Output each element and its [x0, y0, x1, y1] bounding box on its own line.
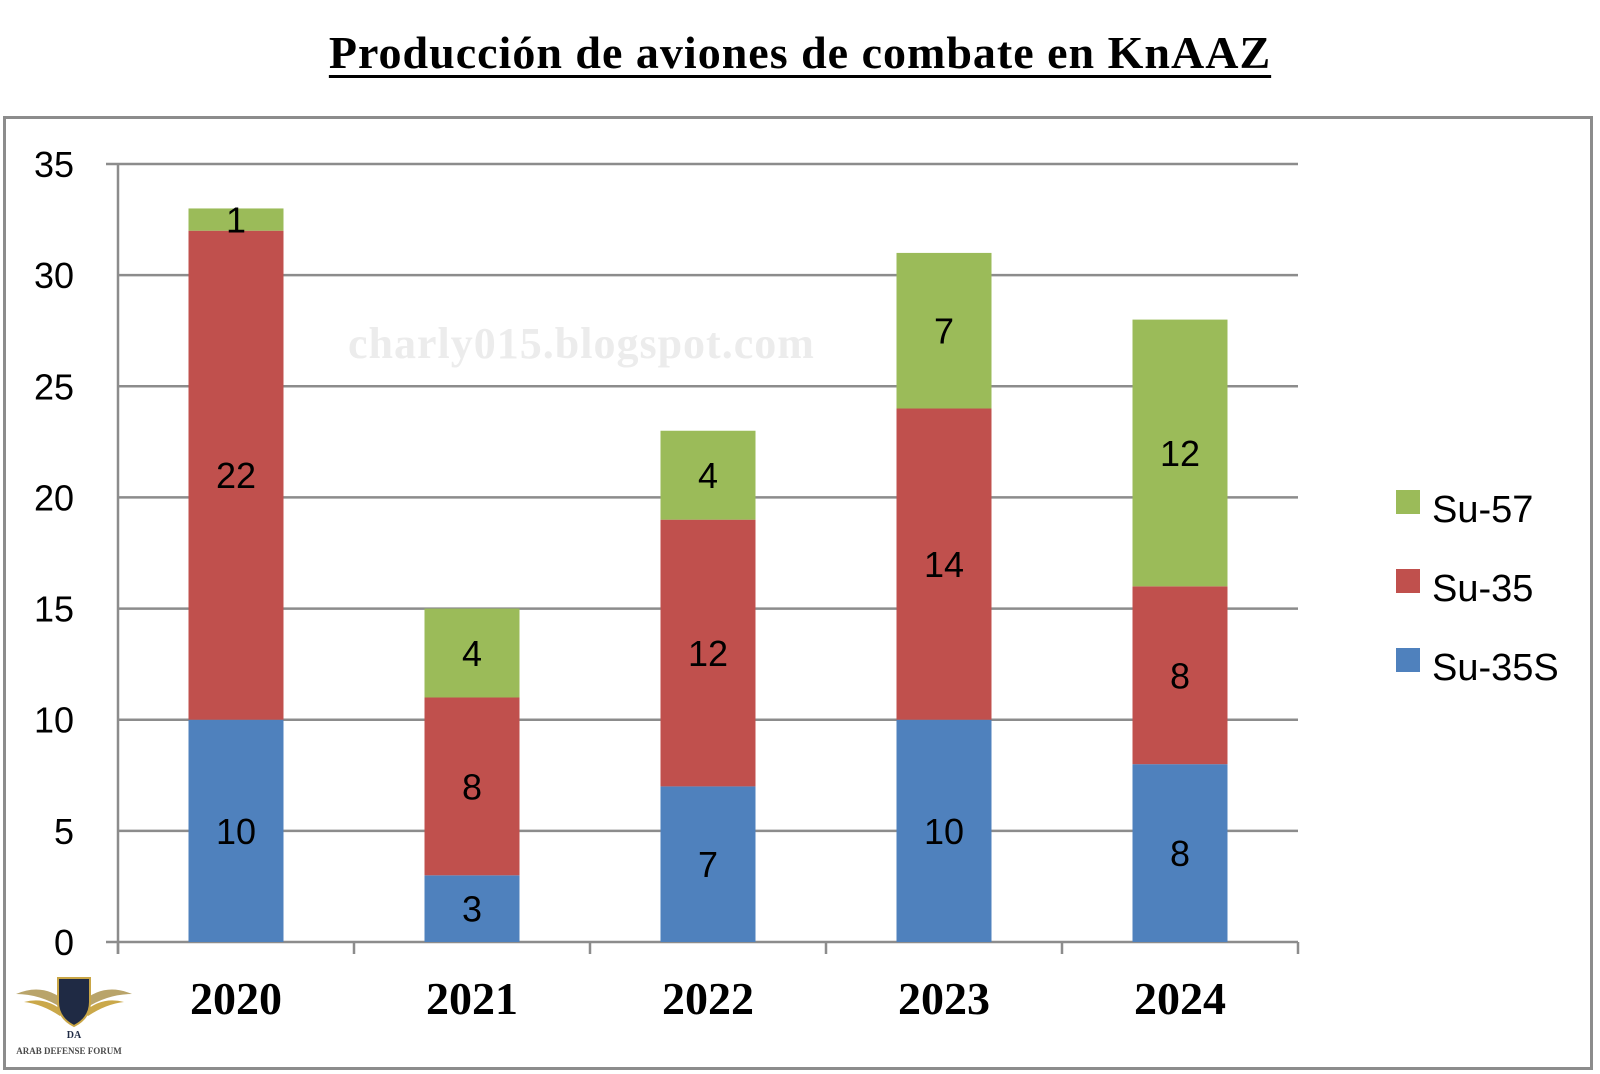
x-tick-label: 2021: [426, 973, 518, 1024]
bar-su-57-2020: [188, 208, 284, 231]
bar-su-35s-2023: [896, 719, 992, 942]
data-label: 12: [1160, 433, 1200, 474]
bar-su-35-2024: [1132, 586, 1228, 765]
x-tick-label: 2024: [1134, 973, 1226, 1024]
bar-su-35s-2024: [1132, 764, 1228, 942]
x-tick-label: 2022: [662, 973, 754, 1024]
y-tick-label: 35: [34, 144, 74, 185]
data-label: 10: [924, 811, 964, 852]
data-label: 22: [216, 455, 256, 496]
x-tick-label: 2020: [190, 973, 282, 1024]
data-label: 4: [698, 455, 718, 496]
watermark-text: charly015.blogspot.com: [348, 319, 815, 368]
legend-label: Su-35S: [1432, 647, 1559, 689]
legend-swatch: [1396, 648, 1420, 672]
chart-title: Producción de aviones de combate en KnAA…: [328, 27, 1272, 78]
bar-su-35-2023: [896, 408, 992, 720]
bar-su-35s-2021: [424, 875, 520, 942]
data-label: 7: [698, 844, 718, 885]
data-label: 8: [462, 766, 482, 807]
bar-su-57-2021: [424, 608, 520, 698]
y-tick-label: 25: [34, 366, 74, 407]
svg-text:DA: DA: [67, 1030, 82, 1041]
data-label: 4: [462, 633, 482, 674]
bar-su-35-2021: [424, 697, 520, 876]
legend-swatch: [1396, 569, 1420, 593]
data-label: 10: [216, 811, 256, 852]
y-tick-label: 5: [54, 811, 74, 852]
data-label: 3: [462, 889, 482, 930]
eagle-shield-icon: DA: [16, 977, 132, 1041]
data-label: 8: [1170, 655, 1190, 696]
data-label: 1: [226, 200, 246, 241]
y-tick-label: 0: [54, 922, 74, 963]
data-label: 12: [688, 633, 728, 674]
bar-su-57-2022: [660, 430, 756, 520]
bar-su-57-2024: [1132, 319, 1228, 587]
y-tick-label: 30: [34, 255, 74, 296]
y-tick-label: 15: [34, 589, 74, 630]
legend-label: Su-57: [1432, 489, 1533, 531]
bar-su-35s-2022: [660, 786, 756, 942]
legend-swatch: [1396, 490, 1420, 514]
bar-su-57-2023: [896, 252, 992, 409]
legend-label: Su-35: [1432, 568, 1533, 610]
data-label: 14: [924, 544, 964, 585]
chart-frame: [3, 116, 1593, 1070]
bar-su-35s-2020: [188, 719, 284, 942]
y-tick-label: 10: [34, 700, 74, 741]
bar-su-35-2022: [660, 519, 756, 787]
data-label: 7: [934, 311, 954, 352]
y-tick-label: 20: [34, 477, 74, 518]
data-label: 8: [1170, 833, 1190, 874]
forum-logo-name: ARAB DEFENSE FORUM: [16, 1046, 122, 1056]
bar-su-35-2020: [188, 230, 284, 720]
x-tick-label: 2023: [898, 973, 990, 1024]
